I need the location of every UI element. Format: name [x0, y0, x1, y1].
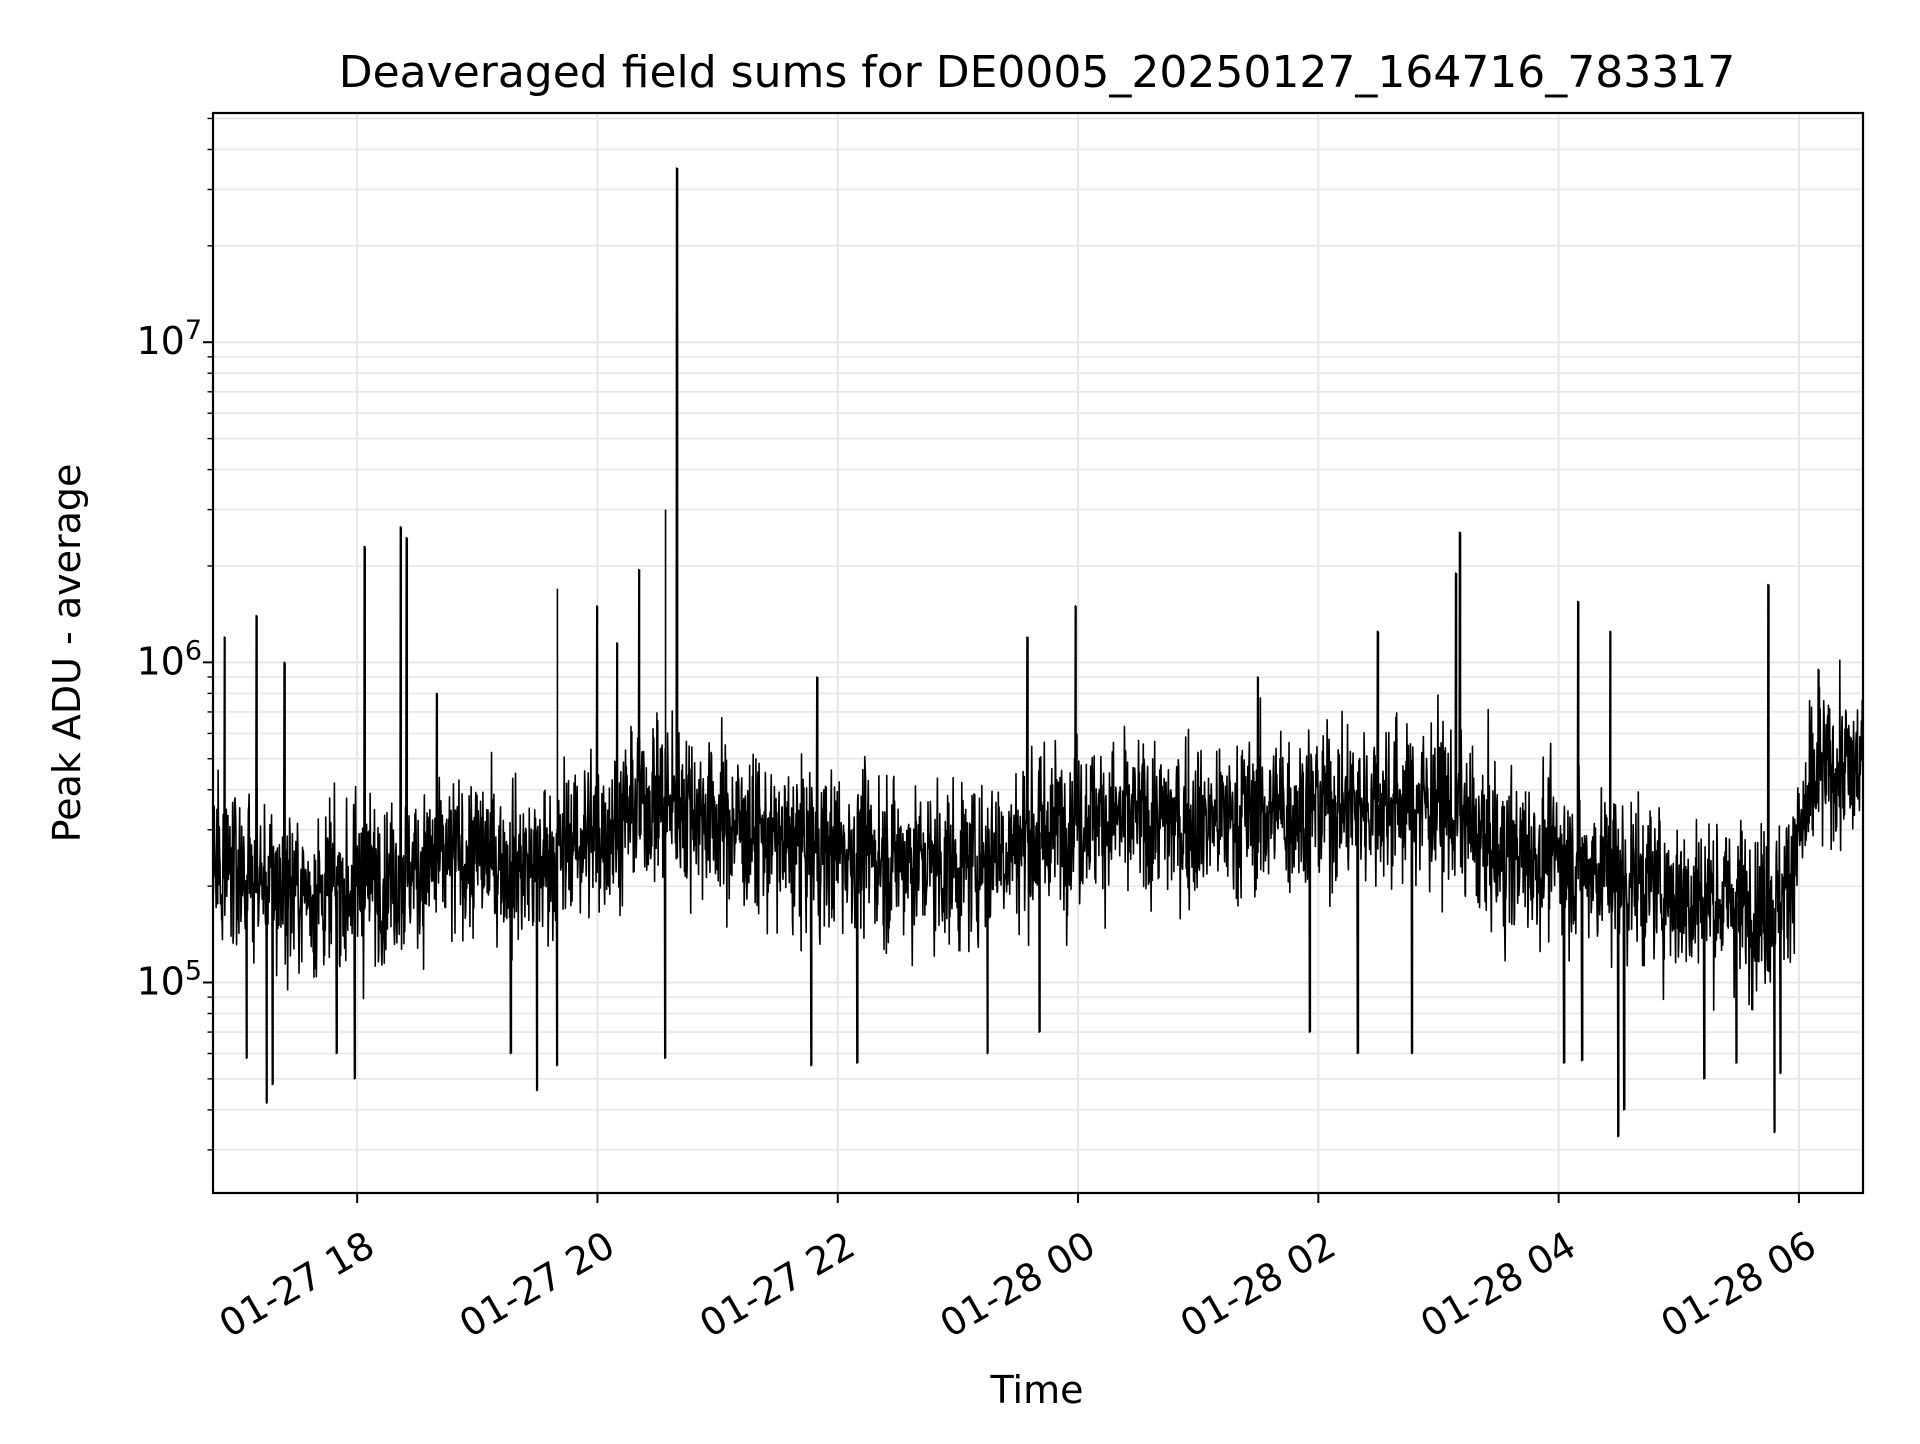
- plot-frame: [211, 111, 1865, 1195]
- x-axis-label: Time: [990, 1368, 1084, 1412]
- y-tick-labels: 105 106 107: [136, 315, 202, 1003]
- y-tick-label: 105: [136, 955, 202, 1003]
- plot-area: [213, 167, 1863, 1138]
- chart-title: Deaveraged field sums for DE0005_2025012…: [339, 47, 1736, 98]
- y-tick-label: 107: [136, 315, 202, 363]
- grid-layer: [213, 113, 1863, 1193]
- series-layer: [213, 167, 1863, 1138]
- series-line: [213, 167, 1863, 1138]
- y-tick-label: 106: [136, 635, 202, 683]
- y-axis-label: Peak ADU - average: [45, 464, 89, 843]
- ticks-layer: [203, 117, 1800, 1203]
